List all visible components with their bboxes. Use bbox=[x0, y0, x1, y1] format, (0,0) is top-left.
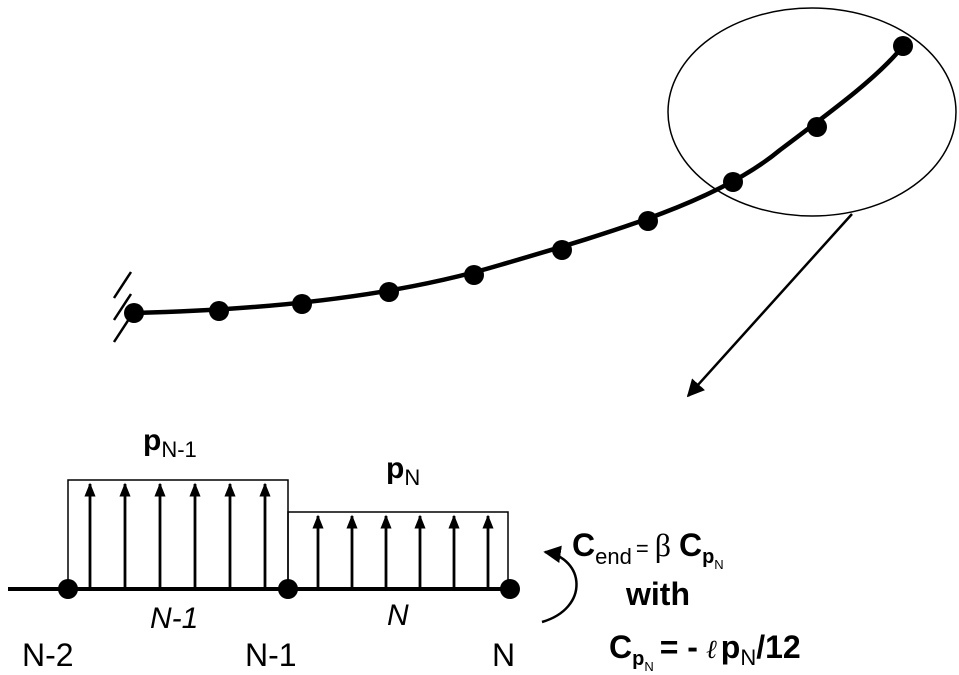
load-label-p-n: pN bbox=[386, 452, 420, 490]
beam-node bbox=[893, 36, 913, 56]
deflected-beam-curve bbox=[133, 44, 905, 316]
with-label: with bbox=[625, 576, 690, 612]
eq2-tail: /12 bbox=[756, 629, 800, 665]
node-label-n-1: N-1 bbox=[245, 637, 297, 673]
eq2-c-main: C bbox=[609, 629, 632, 665]
eq2-p: p bbox=[721, 629, 741, 665]
eq2-equals-minus: = - bbox=[660, 629, 698, 665]
load-label-sub: N-1 bbox=[161, 437, 196, 462]
beam-node bbox=[464, 265, 484, 285]
node-n-2 bbox=[58, 579, 78, 599]
beam-node bbox=[209, 301, 229, 321]
node-n-1 bbox=[278, 579, 298, 599]
eq-c-sub-p: p bbox=[702, 546, 714, 568]
eq-beta: β bbox=[655, 527, 671, 563]
load-label-main: p bbox=[386, 452, 404, 485]
load-label-main: p bbox=[143, 424, 161, 457]
eq-equals: = bbox=[636, 536, 649, 561]
eq2-c-sub-n: N bbox=[644, 659, 653, 674]
load-arrows-element-n-1 bbox=[84, 482, 271, 589]
eq-c-sub-n: N bbox=[714, 557, 723, 572]
element-label-n: N bbox=[387, 599, 409, 632]
element-label-n-1: N-1 bbox=[150, 602, 198, 635]
bottom-nodes bbox=[58, 579, 520, 599]
beam-node bbox=[552, 240, 572, 260]
equation-c-pn: CpN= - ℓ pN/12 bbox=[609, 629, 801, 674]
eq2-c-sub-p: p bbox=[632, 648, 644, 670]
beam-node bbox=[807, 117, 827, 137]
eq-c-end-sub: end bbox=[595, 544, 632, 569]
eq-c-end-main: C bbox=[572, 527, 595, 563]
node-n bbox=[500, 579, 520, 599]
load-block-element-n bbox=[287, 511, 509, 590]
load-label-p-n-1: pN-1 bbox=[143, 424, 197, 462]
beam-node bbox=[638, 211, 658, 231]
node-label-n: N bbox=[492, 637, 515, 673]
zoom-arrow bbox=[686, 213, 853, 398]
beam-node bbox=[292, 294, 312, 314]
eq2-ell: ℓ bbox=[706, 635, 717, 664]
end-region-ellipse bbox=[667, 7, 957, 217]
eq2-p-sub: N bbox=[740, 645, 756, 670]
equation-c-end: Cend = β CpN bbox=[572, 527, 724, 572]
load-block-element-n-1 bbox=[67, 479, 289, 590]
load-arrows-element-n bbox=[312, 514, 494, 589]
node-label-n-2: N-2 bbox=[22, 637, 74, 673]
load-label-sub: N bbox=[404, 465, 420, 490]
beam-node bbox=[379, 282, 399, 302]
beam-node bbox=[124, 303, 144, 323]
beam-node bbox=[723, 172, 743, 192]
end-moment-arrow bbox=[541, 545, 578, 624]
beam-nodes bbox=[124, 36, 913, 323]
eq-c-main: C bbox=[679, 527, 702, 563]
